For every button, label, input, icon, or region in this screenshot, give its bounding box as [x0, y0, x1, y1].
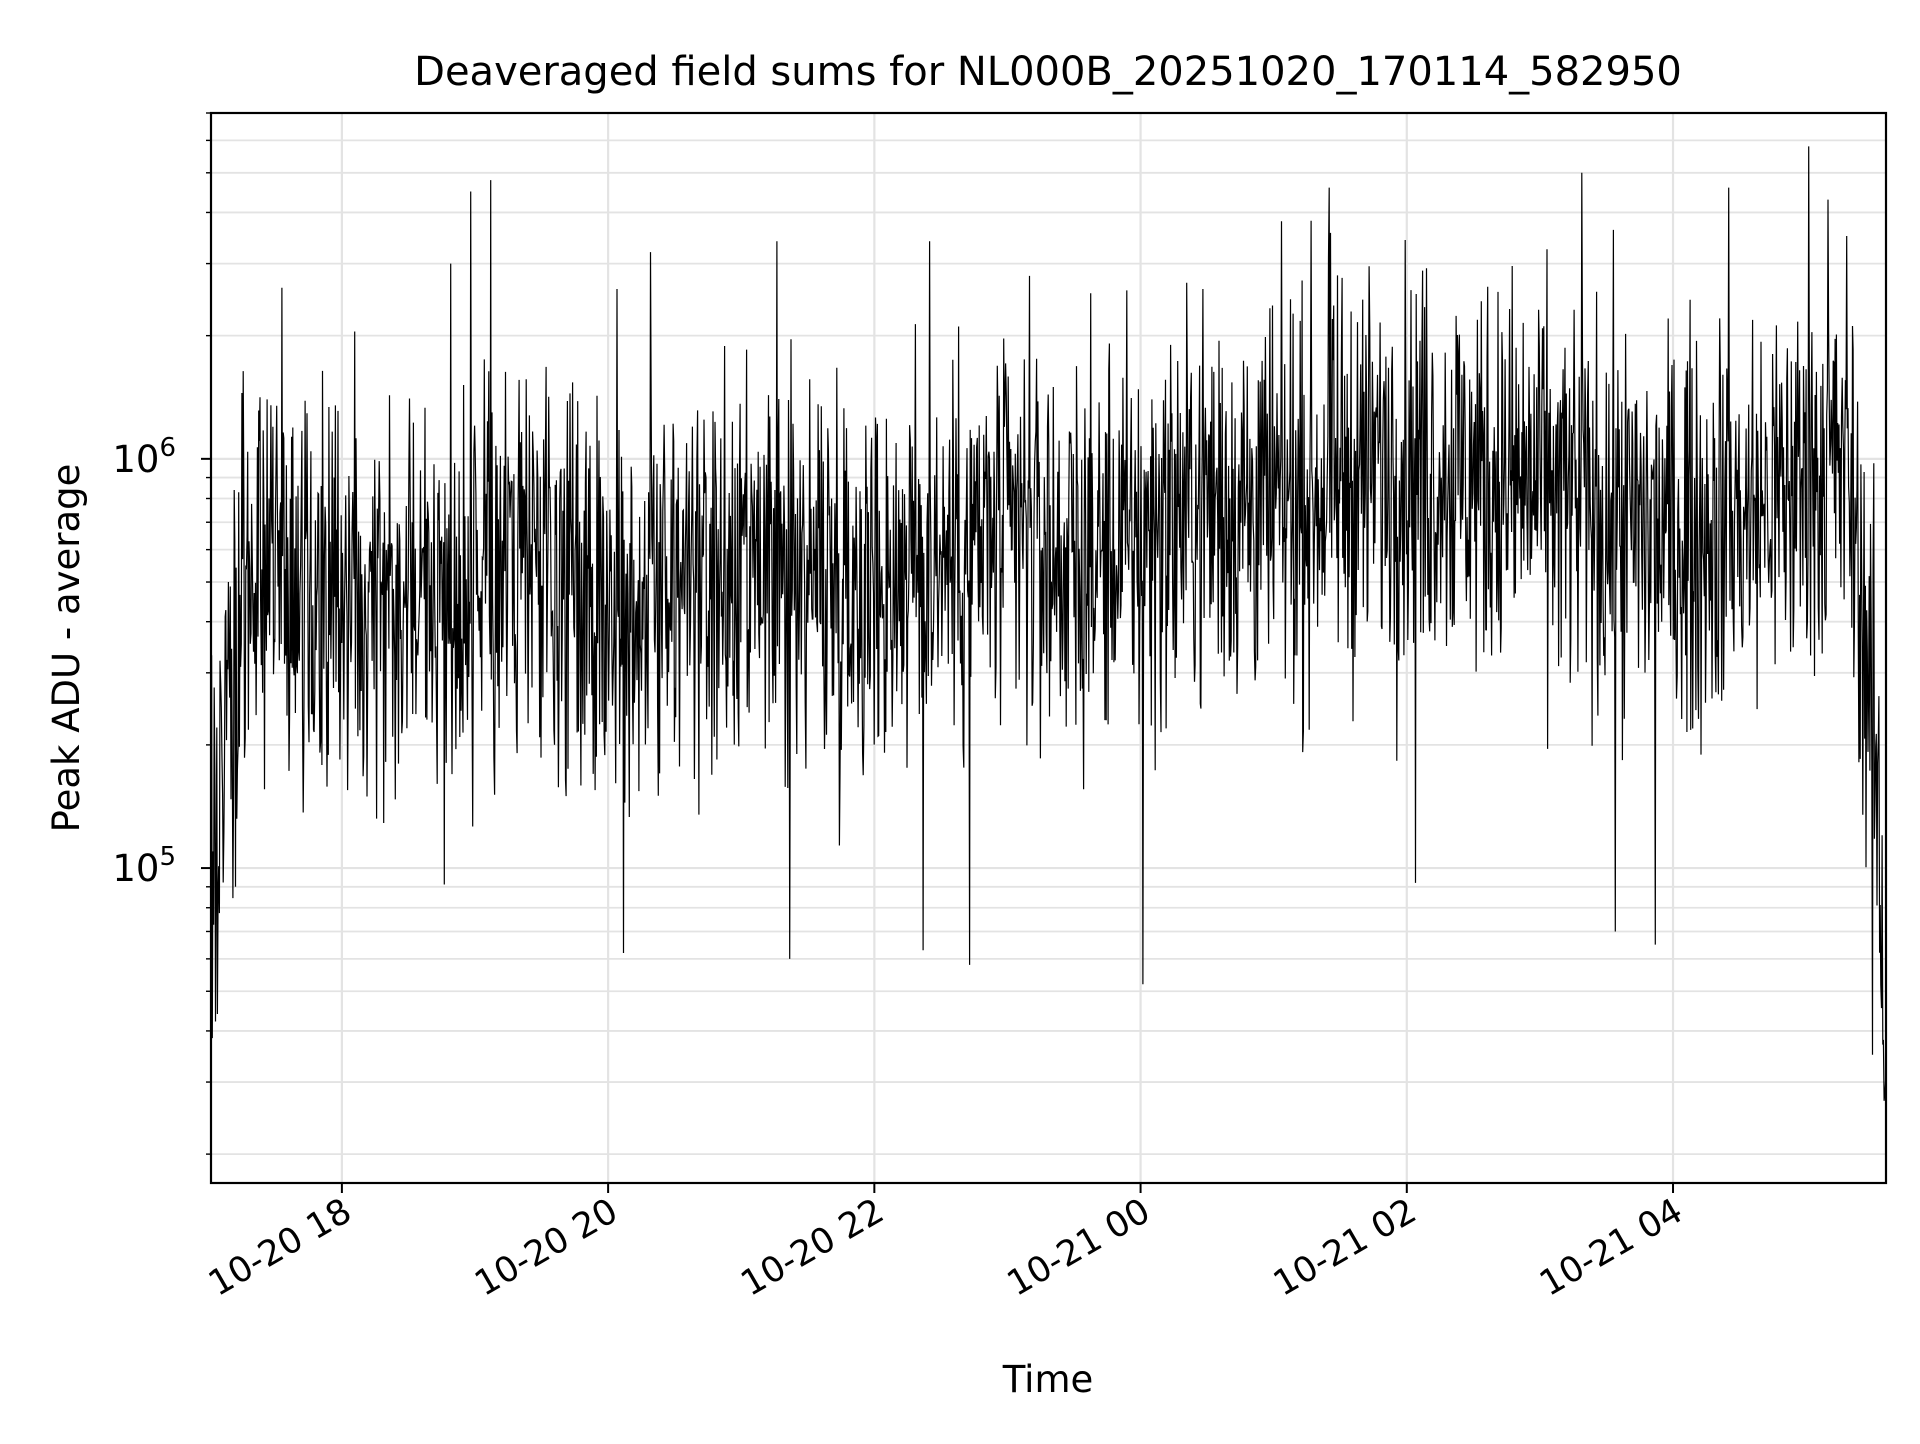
y-axis-label: Peak ADU - average: [45, 464, 88, 833]
y-axis-ticks: 105 106: [112, 112, 211, 1155]
series-line: [210, 146, 1887, 1101]
y-tick-label: 105: [112, 842, 176, 890]
chart-title: Deaveraged field sums for NL000B_2025102…: [414, 49, 1682, 95]
x-axis-label: Time: [1002, 1358, 1094, 1401]
series-layer: [210, 146, 1887, 1101]
y-tick-label: 106: [112, 433, 176, 481]
plot-area-frame: [209, 111, 1888, 1185]
